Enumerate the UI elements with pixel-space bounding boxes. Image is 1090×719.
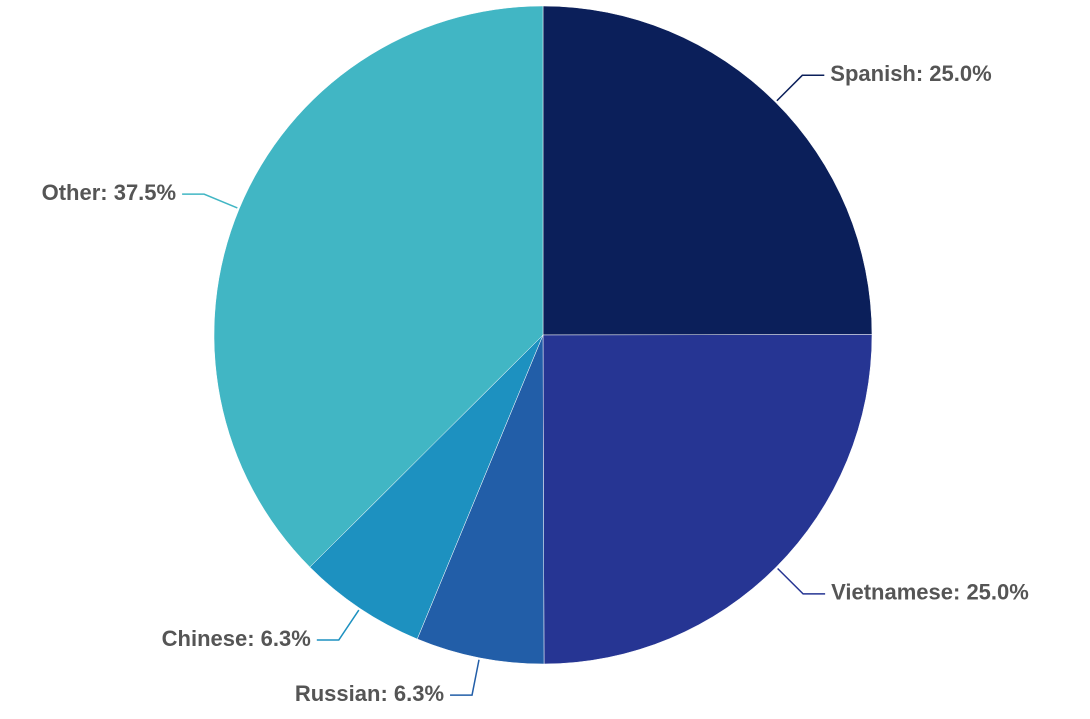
data-label: Russian: 6.3% <box>295 681 444 706</box>
pie-slice <box>542 5 873 336</box>
leader-line <box>777 567 826 595</box>
pie-slice <box>309 334 544 640</box>
pie-slice <box>416 334 545 665</box>
pie-slice <box>213 5 544 568</box>
leader-line <box>776 74 825 102</box>
leader-line <box>450 659 480 696</box>
data-label: Spanish: 25.0% <box>830 61 991 86</box>
data-label: Chinese: 6.3% <box>162 626 311 651</box>
data-label: Other: 37.5% <box>42 180 177 205</box>
pie-slice <box>542 334 873 665</box>
data-label: Vietnamese: 25.0% <box>831 580 1029 605</box>
leader-line <box>182 193 238 209</box>
leader-line <box>316 609 360 641</box>
